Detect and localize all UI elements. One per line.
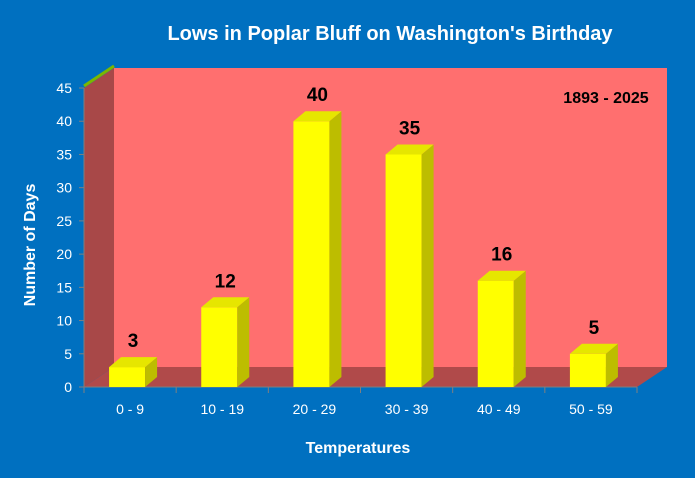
bars	[109, 111, 618, 387]
bar-front	[477, 280, 514, 387]
year-range-annotation: 1893 - 2025	[563, 90, 649, 107]
y-axis-ticks: 0 5 10 15 20 25 30 35 40 45	[56, 80, 84, 395]
bar-front	[569, 353, 606, 387]
bar-side	[237, 297, 250, 387]
y-axis-label: Number of Days	[22, 184, 39, 307]
data-label: 5	[589, 318, 600, 339]
data-label: 16	[491, 245, 512, 266]
bar-front	[293, 121, 330, 387]
data-label: 35	[399, 118, 421, 139]
y-tick-label: 10	[56, 313, 72, 329]
bar-side	[605, 343, 618, 387]
bar-front	[109, 367, 146, 387]
x-tick-label: 0 - 9	[116, 401, 144, 417]
y-tick-label: 5	[64, 346, 72, 362]
bar	[109, 357, 158, 387]
y-tick-label: 30	[56, 180, 72, 196]
x-tick-label: 10 - 19	[200, 401, 244, 417]
x-axis-ticks: 0 - 9 10 - 19 20 - 29 30 - 39 40 - 49 50 - 59	[83, 387, 638, 417]
bar-top	[477, 270, 526, 281]
bar-top	[569, 343, 618, 354]
bar-top	[385, 144, 434, 155]
y-tick-label: 25	[56, 213, 72, 229]
bar-side	[513, 270, 526, 387]
bar-top	[109, 357, 158, 368]
bar	[201, 297, 250, 387]
bar-top	[293, 111, 342, 122]
plot-top-edge	[83, 64, 115, 88]
x-tick-label: 20 - 29	[293, 401, 337, 417]
plot-side-wall	[84, 68, 114, 387]
data-labels: 3 12 40 35 16 5	[128, 85, 600, 352]
y-tick-label: 0	[64, 379, 72, 395]
y-tick-label: 40	[56, 113, 72, 129]
bar	[293, 111, 342, 387]
bar-front	[201, 307, 238, 387]
bar	[477, 270, 526, 387]
plot-walls	[83, 64, 667, 388]
bar-front	[385, 154, 422, 387]
x-tick-label: 40 - 49	[477, 401, 521, 417]
bar-side	[145, 357, 158, 387]
bar	[569, 343, 618, 387]
bar-side	[329, 111, 342, 387]
data-label: 40	[307, 85, 328, 106]
y-tick-label: 15	[56, 279, 72, 295]
bar-top	[201, 297, 250, 308]
y-tick-label: 45	[56, 80, 72, 96]
bar-side	[421, 144, 434, 387]
x-tick-label: 50 - 59	[569, 401, 613, 417]
y-tick-label: 20	[56, 246, 72, 262]
data-label: 12	[215, 271, 236, 292]
chart-title: Lows in Poplar Bluff on Washington's Bir…	[167, 23, 613, 45]
x-axis-label: Temperatures	[306, 440, 411, 457]
y-tick-label: 35	[56, 146, 72, 162]
x-tick-label: 30 - 39	[385, 401, 429, 417]
data-label: 3	[128, 331, 139, 352]
bar	[385, 144, 434, 387]
